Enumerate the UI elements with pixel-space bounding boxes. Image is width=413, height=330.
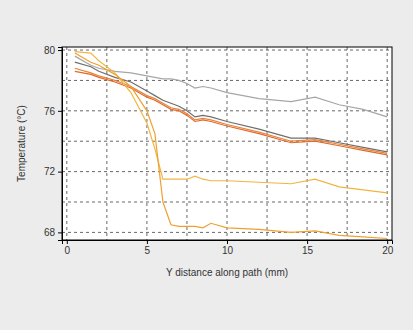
y-tick-label: 76 [44,106,56,117]
x-tick-label: 5 [145,245,151,256]
y-tick: 80 [44,45,62,56]
x-tick-label: 10 [222,245,234,256]
x-tick-mark [227,240,228,244]
y-tick-mark [58,50,62,51]
grid-line [62,232,392,233]
chart: 0 5 10 15 20 68 72 76 80 Y distance along path (m… [0,0,413,330]
x-tick-label: 20 [382,245,394,256]
x-tick-mark [307,240,308,244]
series-line [75,62,387,152]
x-tick: 20 [382,240,394,256]
minor-grid-line [106,47,107,240]
series-line [75,53,387,238]
grid [62,47,392,240]
series-line [75,52,387,193]
grid-line [62,171,392,172]
y-tick-label: 68 [44,227,56,238]
y-tick: 76 [44,106,62,117]
x-tick-mark [67,240,68,244]
x-axis-line [63,241,393,245]
y-tick: 72 [44,166,62,177]
plot-frame [62,47,392,240]
series-line [75,71,387,155]
minor-grid-line [186,47,187,240]
minor-grid-line [267,47,268,240]
grid-line [62,110,392,111]
x-tick-label: 0 [65,245,71,256]
y-tick-label: 80 [44,45,56,56]
x-axis-title: Y distance along path (mm) [166,267,288,278]
minor-grid-line [347,47,348,240]
x-tick: 5 [145,240,151,256]
plot-background [62,47,392,240]
grid-line [62,50,392,51]
x-tick-label: 15 [302,245,314,256]
y-axis-title: Temperature (°C) [16,105,27,182]
minor-grid-line [62,141,392,142]
y-tick-label: 72 [44,166,56,177]
x-tick-mark [147,240,148,244]
y-tick-mark [58,111,62,112]
x-axis: 0 5 10 15 20 [63,240,394,256]
y-tick: 68 [44,227,62,238]
y-tick-mark [58,232,62,233]
y-tick-mark [58,172,62,173]
x-tick-mark [387,240,388,244]
grid-line [387,47,388,240]
x-tick: 0 [65,240,71,256]
grid-line [227,47,228,240]
x-tick: 10 [222,240,234,256]
grid-line [66,47,67,240]
lines [75,52,387,239]
x-tick: 15 [302,240,314,256]
series-line [75,56,387,117]
grid-line [307,47,308,240]
plot: 0 5 10 15 20 68 72 76 80 [44,45,394,256]
y-axis-line [58,48,63,241]
y-axis: 68 72 76 80 [44,45,63,241]
minor-grid-line [62,202,392,203]
